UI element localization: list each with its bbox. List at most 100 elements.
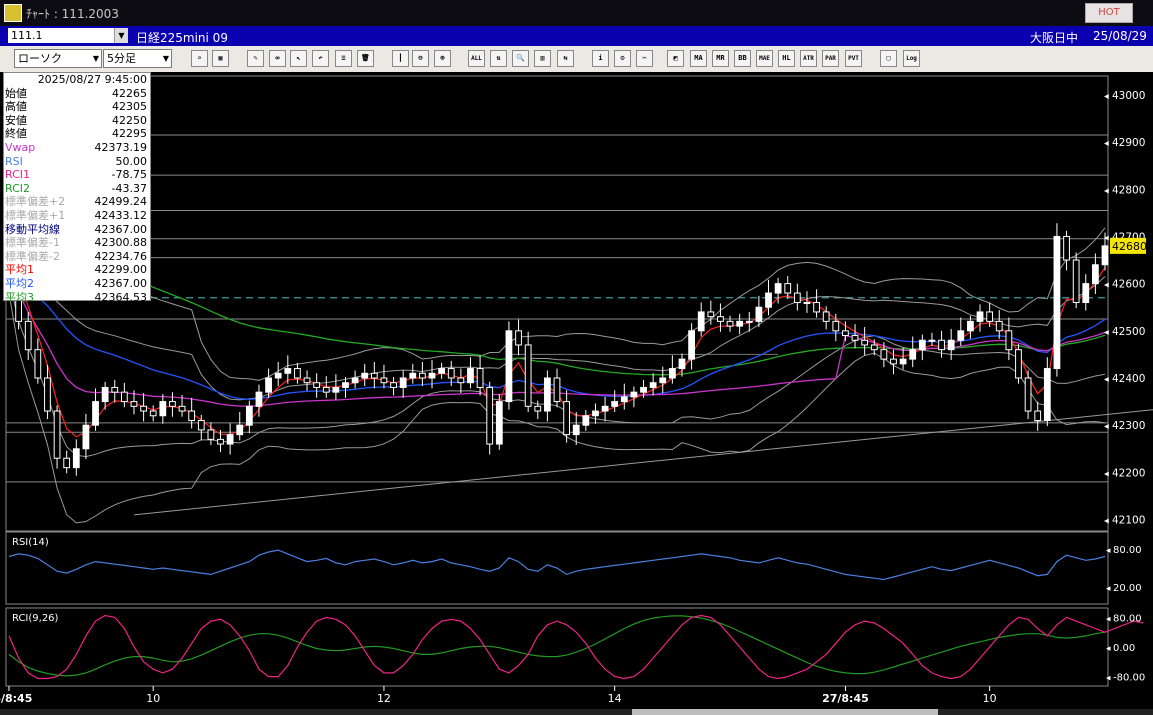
candle-body: [995, 320, 1003, 332]
y-tick-arrow: ◂: [1104, 185, 1109, 196]
data-row: 標準偏差-1 42300.88: [4, 236, 150, 250]
horizontal-scrollbar[interactable]: [0, 709, 1153, 715]
candle-body: [544, 377, 551, 412]
rci-title: RCI(9,26): [12, 613, 59, 624]
candle-body: [880, 349, 888, 360]
y-tick-arrow: ◂: [1104, 280, 1109, 291]
ohlc-data-panel: 2025/08/27 9:45:00 始値 42265 高値 42305 安値 42250…: [3, 72, 151, 304]
candle-body: [649, 382, 657, 388]
toolbar-pvt-button[interactable]: PVT: [845, 50, 862, 67]
data-row: 標準偏差+1 42433.12: [4, 209, 150, 223]
toolbar-mr-button[interactable]: MR: [712, 50, 729, 67]
candle-body: [438, 368, 446, 374]
trash-icon[interactable]: 🗑: [357, 50, 374, 67]
window-title: ﾁｬｰﾄ : 111.2003: [26, 7, 119, 21]
hot-button[interactable]: HOT: [1085, 3, 1133, 23]
toolbar-log-button[interactable]: Log: [903, 50, 920, 67]
market-date: 25/08/29: [1093, 29, 1147, 43]
candle-body: [803, 302, 811, 304]
candle-body: [265, 377, 272, 393]
toolbar-all-button[interactable]: ALL: [468, 50, 485, 67]
color-icon[interactable]: ◩: [667, 50, 684, 67]
undo-icon[interactable]: ↶: [312, 50, 329, 67]
x-tick-label: 10: [146, 692, 160, 705]
candle-body: [899, 358, 907, 365]
search-icon[interactable]: ⌕: [191, 50, 208, 67]
chart-area[interactable]: ◂ 43000◂ 42900◂ 42800◂ 42700◂ 42600◂ 42500◂ 424…: [0, 72, 1153, 709]
candle-body: [524, 344, 532, 407]
candle-body: [1082, 283, 1090, 303]
order-icon[interactable]: ⇅: [490, 50, 507, 67]
chart-type-select[interactable]: ローソク ▼: [14, 49, 102, 68]
window-icon[interactable]: ▢: [880, 50, 897, 67]
x-tick-label: 26/8:45: [0, 692, 32, 705]
y-tick-arrow: ◂: [1104, 374, 1109, 385]
x-tick-label: 27/8:45: [822, 692, 869, 705]
bollinger-band: [8, 250, 1106, 401]
rsi-line: [8, 549, 1106, 581]
tools-icon[interactable]: ✂: [636, 50, 653, 67]
y-tick-arrow: ◂: [1104, 327, 1109, 338]
data-row-value: 42265: [112, 86, 147, 100]
app-icon: [4, 4, 22, 22]
data-row-value: 42433.12: [94, 208, 148, 222]
candle-body: [640, 386, 647, 393]
candle-body: [457, 377, 465, 384]
scrollbar-thumb[interactable]: [632, 709, 938, 715]
toolbar-hl-button[interactable]: HL: [778, 50, 795, 67]
candle-body: [938, 339, 945, 351]
interval-value: 5分足: [107, 52, 136, 65]
bars-icon[interactable]: ▥: [534, 50, 551, 67]
y-tick-arrow: ◂: [1104, 468, 1109, 479]
y-tick-arrow: ◂: [1104, 421, 1109, 432]
symbol-select[interactable]: 111.1 ▼: [8, 28, 128, 43]
candle-body: [601, 405, 609, 412]
compare-icon[interactable]: ⇆: [557, 50, 574, 67]
y-tick-label: 43000: [1112, 90, 1145, 102]
cursor-icon[interactable]: ↖: [290, 50, 307, 67]
data-row-value: 42367.00: [94, 222, 148, 236]
candle-body: [101, 386, 109, 403]
candle-body: [342, 382, 349, 388]
zoom-in-icon[interactable]: ⊕: [434, 50, 451, 67]
info-icon[interactable]: i: [592, 50, 609, 67]
candle-body: [217, 438, 224, 445]
settings-icon[interactable]: ⚙: [614, 50, 631, 67]
y-tick-arrow: ◂: [1104, 138, 1109, 149]
toolbar-par-button[interactable]: PAR: [822, 50, 839, 67]
candle-body: [784, 283, 792, 294]
candle-body: [467, 368, 474, 384]
note-icon[interactable]: ≡: [335, 50, 352, 67]
candle-body: [380, 377, 388, 384]
candle-body: [822, 311, 830, 322]
candle-body: [284, 368, 292, 374]
chevron-down-icon[interactable]: ▼: [114, 28, 128, 43]
candle-body: [476, 368, 484, 388]
candle-body: [1072, 259, 1080, 303]
candle-body: [236, 424, 244, 436]
candle-body: [726, 320, 734, 327]
candle-icon[interactable]: ┃: [392, 50, 409, 67]
toolbar-mae-button[interactable]: MAE: [756, 50, 773, 67]
x-tick-label: 14: [608, 692, 622, 705]
toolbar-ma-button[interactable]: MA: [690, 50, 707, 67]
candle-body: [582, 415, 590, 426]
interval-select[interactable]: 5分足 ▼: [103, 49, 172, 68]
candle-body: [1015, 349, 1022, 379]
main-pane-border: [5, 75, 1109, 532]
candle-body: [620, 396, 628, 403]
data-row: 始値 42265: [4, 87, 150, 101]
last-price-tag: [1110, 237, 1146, 254]
candle-body: [34, 349, 42, 379]
toolbar-bb-button[interactable]: BB: [734, 50, 751, 67]
candle-body: [755, 306, 763, 322]
candle-body: [890, 358, 897, 365]
candle-body: [505, 330, 513, 403]
draw-icon[interactable]: ✎: [247, 50, 264, 67]
zoom-out-icon[interactable]: ⊖: [412, 50, 429, 67]
toolbar-atr-button[interactable]: ATR: [800, 50, 817, 67]
magnify-icon[interactable]: 🔍: [512, 50, 529, 67]
link-icon[interactable]: ∞: [269, 50, 286, 67]
grid-icon[interactable]: ▦: [212, 50, 229, 67]
data-panel-datetime: 2025/08/27 9:45:00: [37, 73, 147, 86]
